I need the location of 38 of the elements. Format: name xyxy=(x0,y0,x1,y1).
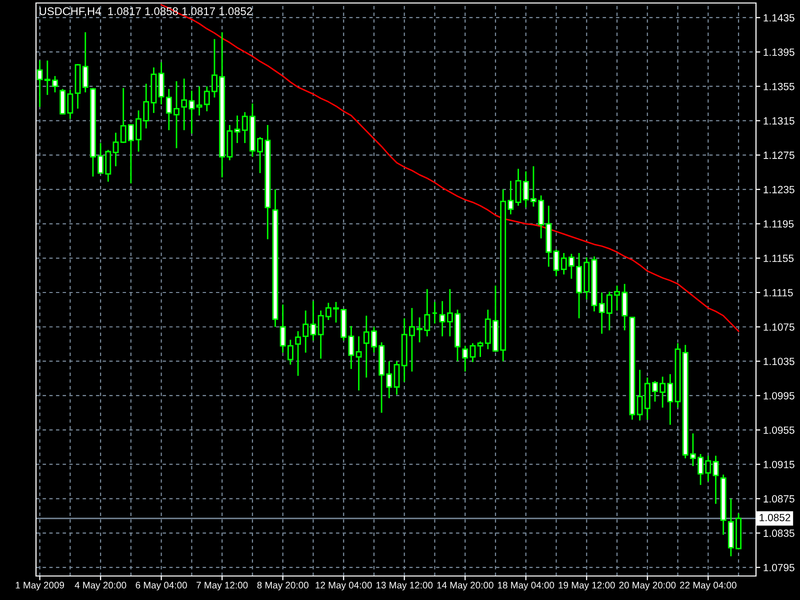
x-tick-label: 14 May 20:00 xyxy=(437,582,494,590)
y-tick-label: 1.1435 xyxy=(764,14,794,22)
candlestick xyxy=(553,248,560,277)
y-tick-label: 1.1195 xyxy=(764,220,794,228)
x-tick-label: 22 May 04:00 xyxy=(680,582,736,590)
y-tick-label: 1.1235 xyxy=(764,186,794,194)
x-tick-label: 1 May 2009 xyxy=(16,582,64,590)
candlestick xyxy=(356,336,362,392)
y-tick-label: 1.1075 xyxy=(764,323,794,331)
y-tick-label: 1.1035 xyxy=(764,358,794,366)
candlestick xyxy=(712,455,719,505)
x-tick-label: 7 May 12:00 xyxy=(196,582,248,590)
x-tick-label: 18 May 04:00 xyxy=(498,582,554,590)
ref-line-label: 1.0852 xyxy=(760,514,790,522)
x-tick-label: 12 May 04:00 xyxy=(316,582,372,590)
y-tick-label: 1.1155 xyxy=(764,254,794,262)
candlestick xyxy=(234,114,240,144)
candlestick xyxy=(82,32,88,94)
y-tick-label: 1.0835 xyxy=(764,530,794,537)
y-tick-label: 1.1355 xyxy=(764,82,794,90)
candlestick xyxy=(112,132,119,167)
y-tick-label: 1.0955 xyxy=(764,426,794,434)
y-tick-label: 1.1275 xyxy=(764,152,794,159)
candlestick xyxy=(432,301,438,324)
x-tick-label: 4 May 20:00 xyxy=(74,582,126,590)
x-tick-label: 13 May 12:00 xyxy=(376,582,433,590)
candlestick xyxy=(394,360,400,396)
y-tick-label: 1.0915 xyxy=(764,460,794,468)
y-tick-label: 1.0795 xyxy=(764,564,794,572)
y-tick-label: 1.1315 xyxy=(764,117,794,125)
y-tick-label: 1.0875 xyxy=(764,495,794,503)
x-tick-label: 6 May 04:00 xyxy=(136,582,187,590)
y-tick-label: 1.0995 xyxy=(764,392,794,400)
y-tick-label: 1.1115 xyxy=(764,289,793,296)
y-tick-label: 1.1395 xyxy=(764,48,794,56)
x-tick-label: 8 May 20:00 xyxy=(257,582,308,590)
x-tick-label: 19 May 12:00 xyxy=(558,582,615,590)
x-tick-label: 20 May 20:00 xyxy=(619,582,676,590)
